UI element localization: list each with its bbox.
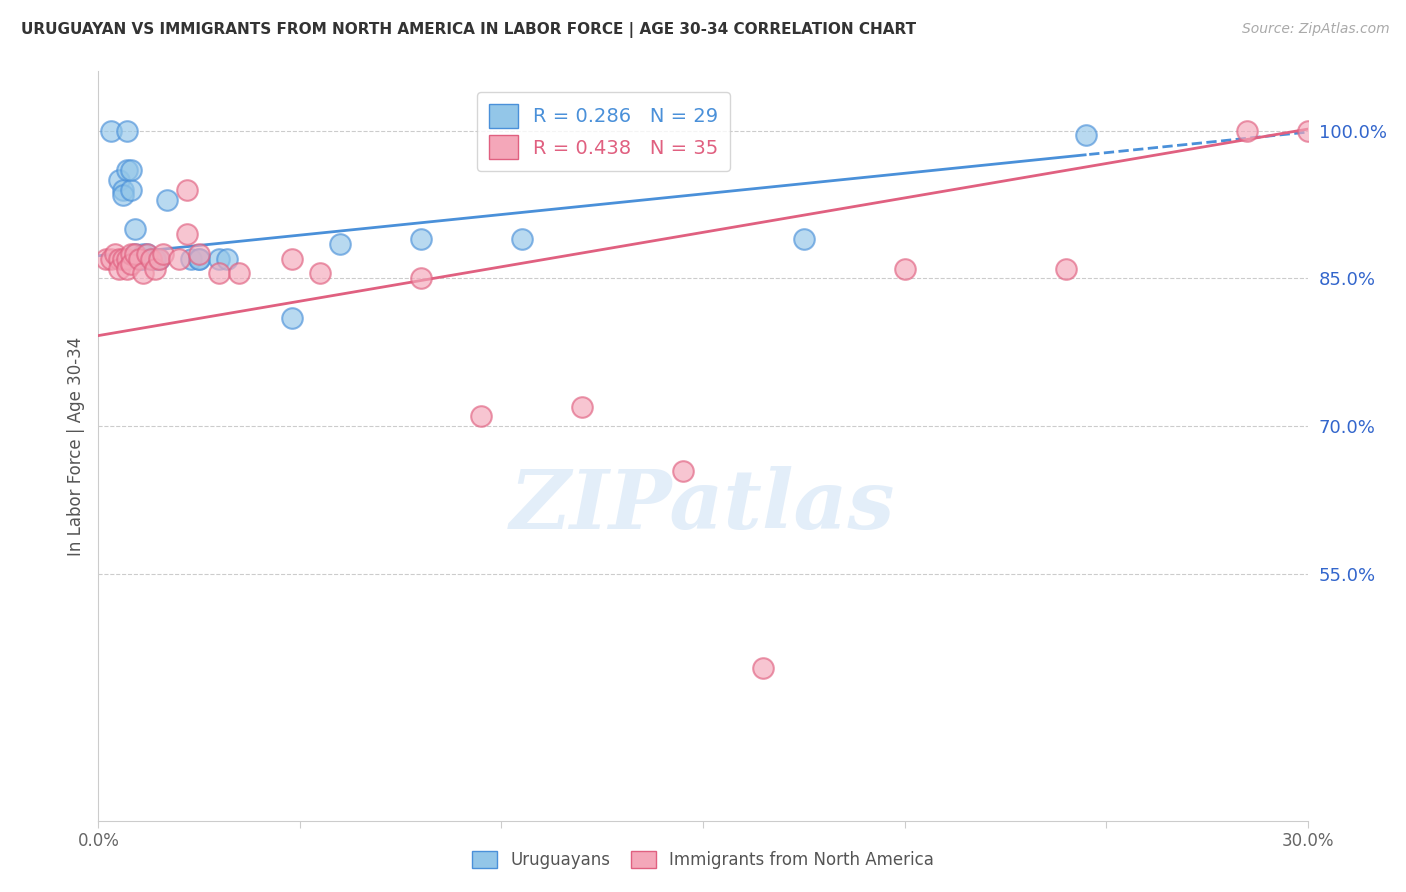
Legend: Uruguayans, Immigrants from North America: Uruguayans, Immigrants from North Americ… bbox=[465, 845, 941, 876]
Point bbox=[115, 163, 138, 178]
Point bbox=[143, 261, 166, 276]
Point bbox=[188, 246, 211, 260]
Point bbox=[115, 123, 138, 137]
Point bbox=[111, 187, 134, 202]
Point bbox=[176, 183, 198, 197]
Point bbox=[124, 246, 146, 260]
Point bbox=[156, 193, 179, 207]
Point bbox=[188, 252, 211, 266]
Point bbox=[1074, 128, 1097, 143]
Point bbox=[176, 227, 198, 241]
Point bbox=[188, 252, 211, 266]
Point bbox=[139, 252, 162, 266]
Text: ZIPatlas: ZIPatlas bbox=[510, 466, 896, 546]
Point bbox=[132, 267, 155, 281]
Y-axis label: In Labor Force | Age 30-34: In Labor Force | Age 30-34 bbox=[66, 336, 84, 556]
Point bbox=[1296, 123, 1319, 137]
Point bbox=[120, 257, 142, 271]
Point bbox=[571, 400, 593, 414]
Point bbox=[167, 252, 190, 266]
Point bbox=[281, 252, 304, 266]
Point bbox=[135, 246, 157, 260]
Point bbox=[409, 271, 432, 285]
Point bbox=[510, 232, 533, 246]
Point bbox=[100, 252, 122, 266]
Point bbox=[128, 252, 150, 266]
Point bbox=[96, 252, 118, 266]
Point bbox=[107, 173, 129, 187]
Point bbox=[143, 252, 166, 266]
Point bbox=[893, 261, 915, 276]
Point bbox=[180, 252, 202, 266]
Point bbox=[409, 232, 432, 246]
Point bbox=[309, 267, 332, 281]
Point bbox=[120, 163, 142, 178]
Point bbox=[111, 252, 134, 266]
Point bbox=[217, 252, 239, 266]
Point bbox=[124, 246, 146, 260]
Point bbox=[470, 409, 492, 424]
Point bbox=[152, 246, 174, 260]
Point bbox=[148, 252, 170, 266]
Point bbox=[1236, 123, 1258, 137]
Point bbox=[107, 261, 129, 276]
Point bbox=[115, 252, 138, 266]
Point bbox=[124, 222, 146, 236]
Point bbox=[672, 464, 695, 478]
Point bbox=[107, 252, 129, 266]
Point bbox=[128, 252, 150, 266]
Point bbox=[132, 246, 155, 260]
Point bbox=[100, 123, 122, 137]
Point bbox=[132, 252, 155, 266]
Point bbox=[208, 267, 231, 281]
Point bbox=[148, 252, 170, 266]
Point bbox=[793, 232, 815, 246]
Point bbox=[115, 261, 138, 276]
Text: URUGUAYAN VS IMMIGRANTS FROM NORTH AMERICA IN LABOR FORCE | AGE 30-34 CORRELATIO: URUGUAYAN VS IMMIGRANTS FROM NORTH AMERI… bbox=[21, 22, 917, 38]
Point bbox=[281, 310, 304, 325]
Point bbox=[1054, 261, 1077, 276]
Point bbox=[103, 246, 125, 260]
Point bbox=[329, 236, 352, 251]
Point bbox=[228, 267, 250, 281]
Point bbox=[111, 183, 134, 197]
Point bbox=[135, 246, 157, 260]
Point bbox=[139, 252, 162, 266]
Point bbox=[208, 252, 231, 266]
Point bbox=[752, 661, 775, 675]
Point bbox=[120, 246, 142, 260]
Text: Source: ZipAtlas.com: Source: ZipAtlas.com bbox=[1241, 22, 1389, 37]
Point bbox=[120, 183, 142, 197]
